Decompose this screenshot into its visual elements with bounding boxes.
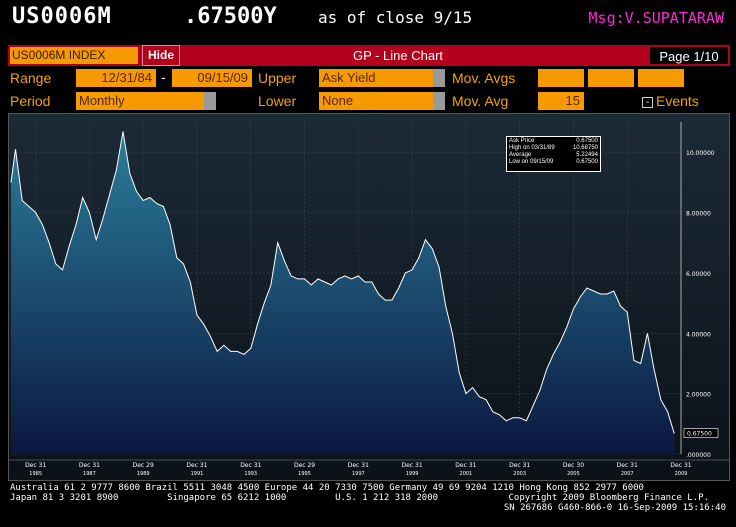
x-tick-year: 2007: [621, 471, 634, 477]
legend-row: High on 03/31/89 10.68750: [509, 145, 598, 152]
page-indicator[interactable]: Page 1/10: [649, 46, 729, 65]
range-start-field[interactable]: 12/31/84: [76, 69, 156, 87]
yield-line: [10, 131, 675, 434]
as-of-close: as of close 9/15: [318, 8, 473, 27]
x-tick-year: 1987: [83, 471, 96, 477]
events-label: Events: [656, 93, 699, 109]
x-axis: Dec 31 1985 Dec 31 1987 Dec 29 1989 Dec 31 1991…: [9, 459, 729, 477]
message-user[interactable]: Msg:V.SUPATARAW: [588, 9, 724, 27]
x-tick-year: 2009: [675, 471, 688, 477]
last-quote: .67500Y: [184, 4, 277, 29]
footer-line-2: Japan 81 3 3201 8900 Singapore 65 6212 1…: [10, 493, 709, 503]
x-tick-year: 1991: [191, 471, 204, 477]
legend-value: 0.67500: [576, 138, 598, 144]
mov-avg-field-3[interactable]: [638, 69, 684, 87]
lower-label: Lower: [258, 93, 297, 109]
legend-label: Ask Price: [509, 138, 535, 144]
legend-row: Ask Price 0.67500: [509, 138, 598, 145]
y-tick-label: 4.00000: [686, 331, 711, 338]
range-label: Range: [10, 70, 52, 86]
last-value-label: 0.67500: [687, 431, 712, 438]
chart-svg: 10.00000 8.00000 6.00000 4.00000 2.00000 .000…: [9, 114, 729, 480]
y-tick-label: 2.00000: [686, 392, 711, 399]
legend-value: 0.67500: [576, 159, 598, 165]
upper-label: Upper: [258, 70, 297, 86]
period-select[interactable]: Monthly: [76, 92, 204, 110]
x-tick-year: 2005: [567, 471, 580, 477]
chart-function-title: GP - Line Chart: [352, 48, 444, 63]
y-tick-label: .000000: [686, 452, 711, 459]
x-tick-label: Dec 30: [563, 462, 584, 469]
legend-value: 10.68750: [572, 145, 598, 151]
range-separator: -: [161, 69, 166, 85]
x-tick-year: 2001: [460, 471, 473, 477]
ticker-symbol: US0006M: [12, 4, 112, 29]
x-tick-year: 1999: [406, 471, 419, 477]
mov-avgs-label: Mov. Avgs: [452, 70, 516, 86]
mov-avg-label: Mov. Avg: [452, 93, 509, 109]
ticker-line: US0006M .67500Y as of close 9/15 Msg:V.S…: [6, 3, 730, 31]
period-dropdown-arrow[interactable]: [204, 92, 216, 110]
last-value-box: [683, 428, 719, 438]
y-axis: 10.00000 8.00000 6.00000 4.00000 2.00000 .000…: [680, 122, 719, 459]
lower-select[interactable]: None: [319, 92, 433, 110]
x-tick-year: 1995: [298, 471, 311, 477]
footer-line-1: Australia 61 2 9777 8600 Brazil 5511 304…: [10, 483, 644, 493]
period-label: Period: [10, 93, 51, 109]
security-field[interactable]: US0006M INDEX: [10, 47, 138, 64]
mov-avg-field-2[interactable]: [588, 69, 634, 87]
x-tick-label: Dec 31: [617, 462, 638, 469]
x-tick-label: Dec 31: [25, 462, 46, 469]
legend-label: Low on 09/15/09: [509, 159, 554, 165]
x-tick-label: Dec 31: [79, 462, 100, 469]
y-tick-label: 10.00000: [686, 150, 715, 157]
x-tick-label: Dec 29: [133, 462, 154, 469]
x-tick-year: 2003: [513, 471, 526, 477]
range-end-field[interactable]: 09/15/09: [172, 69, 252, 87]
chart-legend: Ask Price 0.67500 High on 03/31/89 10.6875…: [506, 136, 601, 172]
yield-area: [11, 131, 675, 454]
events-checkbox-icon[interactable]: -: [642, 97, 653, 108]
legend-label: High on 03/31/89: [509, 145, 555, 151]
line-chart[interactable]: 10.00000 8.00000 6.00000 4.00000 2.00000 .000…: [8, 113, 730, 481]
y-tick-label: 8.00000: [686, 211, 711, 218]
x-tick-label: Dec 31: [240, 462, 261, 469]
x-tick-label: Dec 31: [455, 462, 476, 469]
mov-avg-field-1[interactable]: [538, 69, 584, 87]
lower-dropdown-arrow[interactable]: [433, 92, 445, 110]
y-tick-label: 6.00000: [686, 271, 711, 278]
x-tick-label: Dec 31: [509, 462, 530, 469]
legend-row: Average 5.22494: [509, 152, 598, 159]
x-tick-label: Dec 31: [670, 462, 691, 469]
legend-label: Average: [509, 152, 532, 158]
x-tick-label: Dec 31: [186, 462, 207, 469]
x-tick-label: Dec 29: [294, 462, 315, 469]
x-tick-year: 1993: [244, 471, 257, 477]
legend-row: Low on 09/15/09 0.67500: [509, 159, 598, 166]
mov-avg-field[interactable]: 15: [538, 92, 584, 110]
hide-button[interactable]: Hide: [142, 45, 180, 66]
upper-dropdown-arrow[interactable]: [433, 69, 445, 87]
x-tick-year: 1985: [29, 471, 42, 477]
events-toggle[interactable]: - Events: [642, 93, 699, 109]
x-tick-label: Dec 31: [402, 462, 423, 469]
upper-select[interactable]: Ask Yield: [319, 69, 433, 87]
x-tick-label: Dec 31: [348, 462, 369, 469]
legend-value: 5.22494: [576, 152, 598, 158]
footer-line-3: SN 267686 G460-866-0 16-Sep-2009 15:16:4…: [503, 503, 726, 513]
toolbar: US0006M INDEX Hide GP - Line Chart Page …: [8, 45, 730, 66]
x-tick-year: 1997: [352, 471, 365, 477]
x-tick-year: 1989: [137, 471, 150, 477]
